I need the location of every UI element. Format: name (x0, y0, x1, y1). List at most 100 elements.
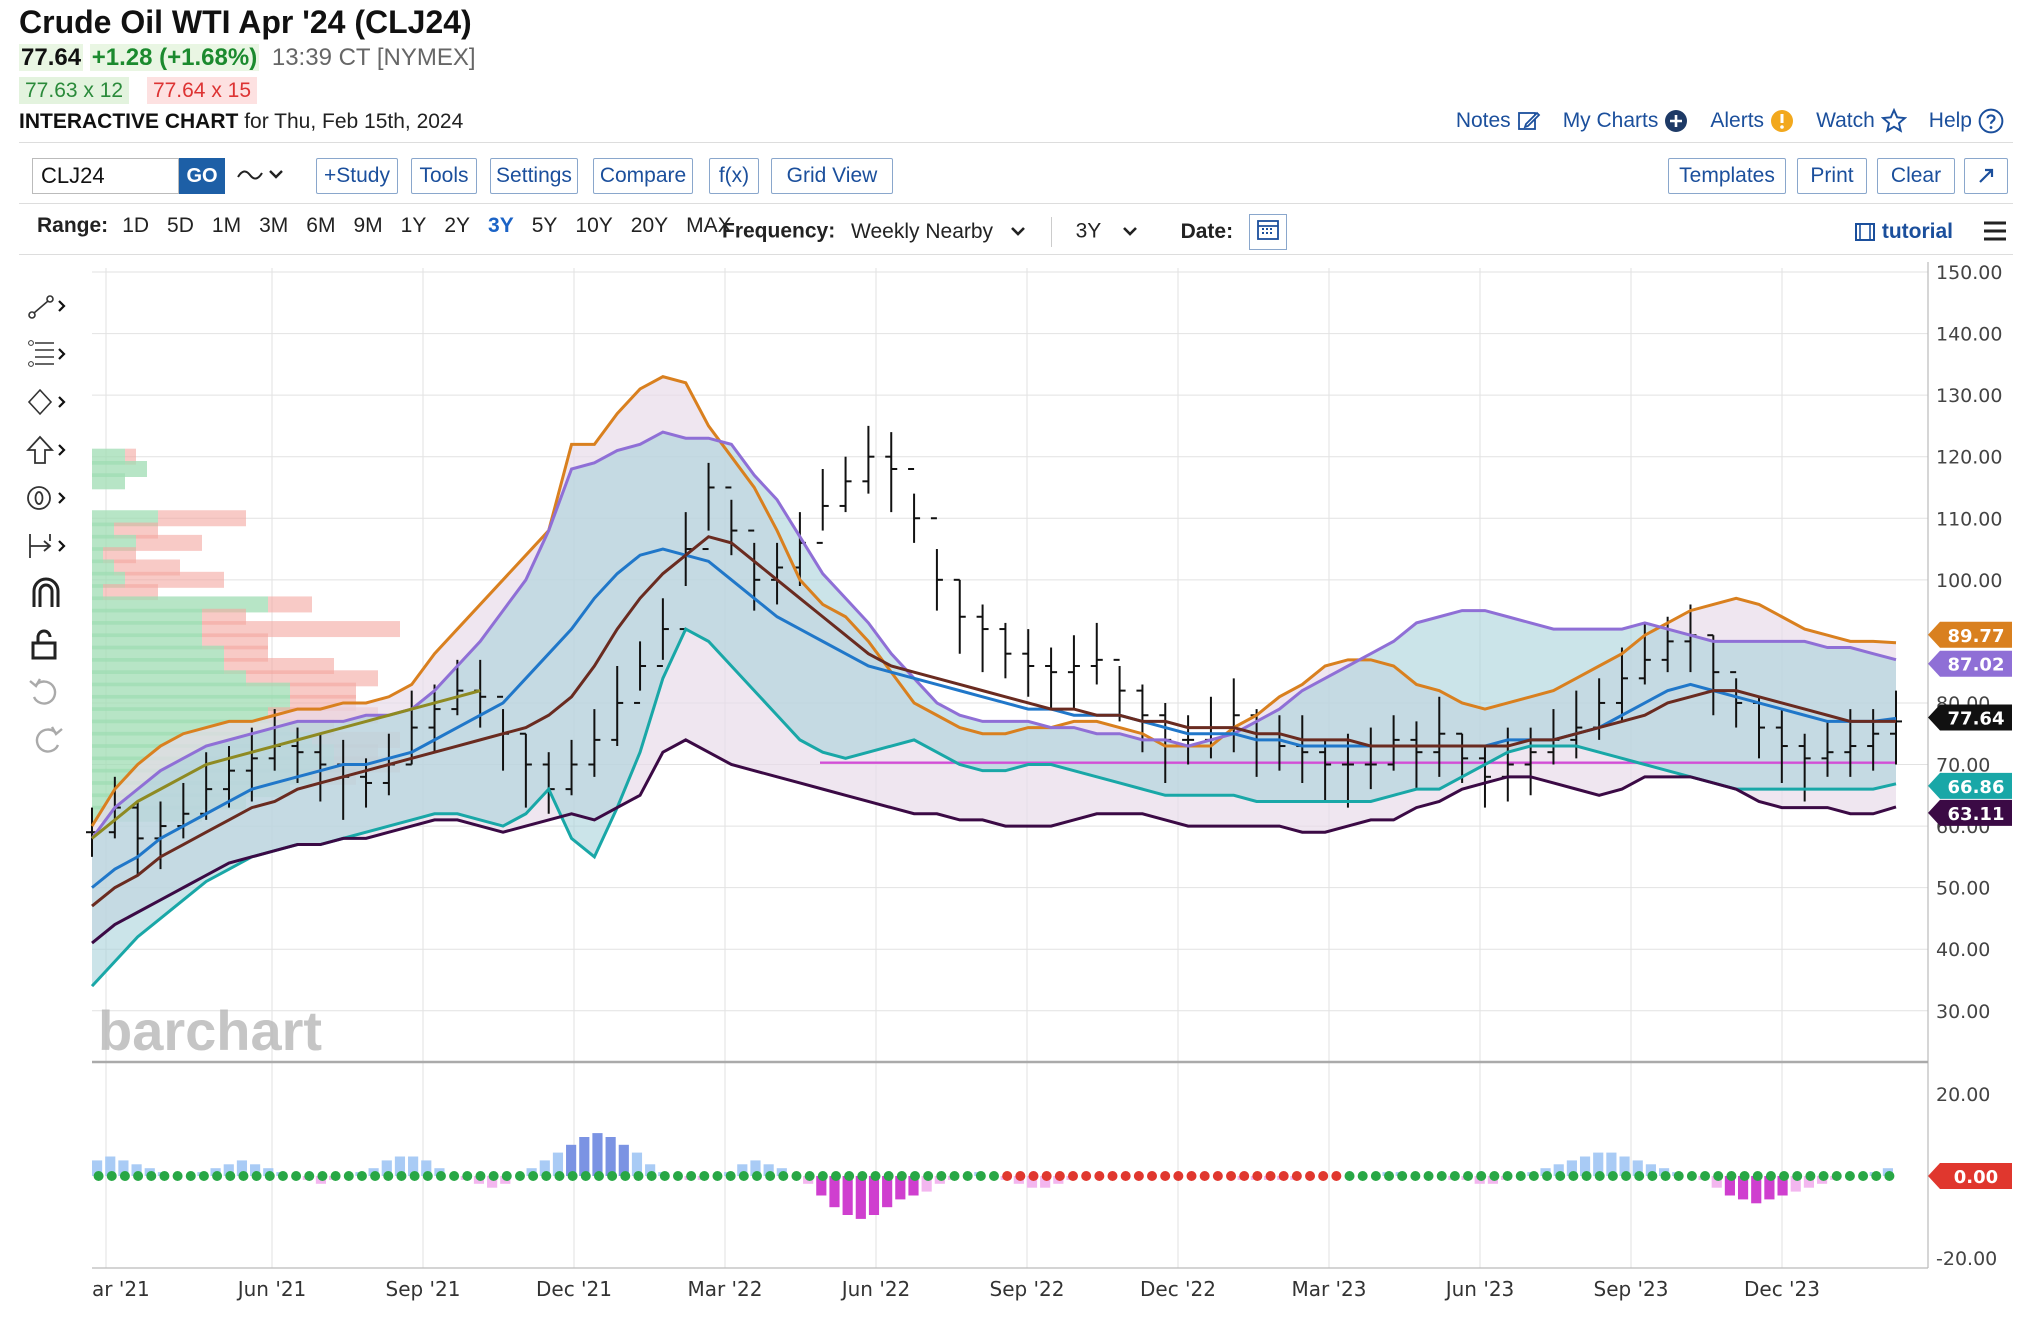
fib-tool[interactable] (26, 334, 66, 374)
oscillator-dot (567, 1171, 578, 1181)
oscillator-dot (1436, 1171, 1447, 1181)
templates-button[interactable]: Templates (1668, 158, 1786, 194)
divider (19, 142, 2013, 143)
oscillator-dot (1792, 1171, 1803, 1181)
y-tick-label: 70.00 (1936, 755, 1990, 777)
oscillator-dot (1779, 1171, 1790, 1181)
oscillator-dot (1186, 1171, 1197, 1181)
range-6m[interactable]: 6M (306, 214, 336, 237)
study-button[interactable]: +Study (316, 158, 398, 194)
oscillator-dot (1739, 1171, 1750, 1181)
volume-buy-bar (92, 473, 125, 490)
lock-tool[interactable] (26, 624, 66, 664)
volume-buy-bar (92, 510, 158, 527)
trendline-tool[interactable] (26, 286, 66, 326)
oscillator-dot (804, 1171, 815, 1181)
range-label: Range: (37, 214, 109, 237)
oscillator-dot (93, 1171, 104, 1181)
oscillator-dot (1384, 1171, 1395, 1181)
range-2y[interactable]: 2Y (444, 214, 471, 237)
chevron-down-icon (1010, 226, 1025, 236)
tutorial-link[interactable]: tutorial (1854, 220, 1953, 244)
annotation-tool[interactable] (26, 478, 66, 518)
range-1d[interactable]: 1D (122, 214, 150, 237)
period-select[interactable]: 3Y (1075, 219, 1101, 243)
oscillator-dot (778, 1171, 789, 1181)
oscillator-dot (383, 1171, 394, 1181)
lower-keltner-line (90, 626, 1897, 988)
oscillator-bar (236, 1160, 248, 1176)
interactive-chart-heading: INTERACTIVE CHART for Thu, Feb 15th, 202… (19, 110, 463, 134)
volume-sell-bar (202, 633, 268, 650)
x-tick-label: Jun '23 (1444, 1277, 1515, 1301)
volume-sell-bar (224, 645, 268, 662)
oscillator-bar (750, 1160, 761, 1176)
oscillator-dot (1581, 1171, 1592, 1181)
range-1y[interactable]: 1Y (400, 214, 427, 237)
oscillator-dot (541, 1171, 552, 1181)
range-10y[interactable]: 10Y (575, 214, 613, 237)
divider (19, 254, 2013, 255)
settings-button[interactable]: Settings (490, 158, 578, 194)
symbol-input[interactable]: CLJ24 (32, 158, 179, 194)
range-5d[interactable]: 5D (167, 214, 194, 237)
oscillator-dot (198, 1171, 209, 1181)
oscillator-bar (829, 1176, 840, 1208)
menu-button[interactable] (1982, 220, 2008, 247)
frequency-select[interactable]: Weekly Nearby (851, 219, 994, 243)
frequency-control: Frequency: Weekly Nearby 3Y Date: (722, 214, 1287, 250)
undo-button[interactable] (26, 672, 66, 712)
oscillator-dot (501, 1171, 512, 1181)
range-9m[interactable]: 9M (353, 214, 383, 237)
x-tick-label: Dec '23 (1744, 1277, 1820, 1301)
volume-buy-bar (92, 522, 114, 539)
range-max[interactable]: MAX (686, 214, 732, 237)
oscillator-dot (1449, 1171, 1460, 1181)
x-tick-label: Mar '23 (1291, 1277, 1366, 1301)
oscillator-dot (830, 1171, 841, 1181)
chart-type-dropdown[interactable] (236, 163, 288, 192)
redo-button[interactable] (26, 720, 66, 760)
watch-link[interactable]: Watch (1816, 108, 1907, 134)
oscillator-dot (1423, 1171, 1434, 1181)
range-5y[interactable]: 5Y (531, 214, 558, 237)
grid-view-button[interactable]: Grid View (771, 158, 893, 194)
value-label-bg (1928, 799, 2012, 826)
oscillator-dot (133, 1171, 144, 1181)
oscillator-dot (1765, 1171, 1776, 1181)
arrow-tool[interactable] (26, 430, 66, 470)
range-3y[interactable]: 3Y (488, 214, 514, 237)
shape-tool[interactable] (26, 382, 66, 422)
notes-link[interactable]: Notes (1456, 109, 1541, 133)
compare-button[interactable]: Compare (593, 158, 693, 194)
measure-tool[interactable] (26, 526, 66, 566)
magnet-tool[interactable] (26, 574, 66, 614)
my-charts-link[interactable]: My Charts (1563, 109, 1689, 133)
range-1m[interactable]: 1M (211, 214, 242, 237)
range-3m[interactable]: 3M (259, 214, 289, 237)
tools-button[interactable]: Tools (411, 158, 477, 194)
print-button[interactable]: Print (1797, 158, 1867, 194)
date-picker[interactable] (1248, 214, 1287, 250)
volume-buy-bar (92, 608, 202, 625)
volume-sell-bar (202, 608, 246, 625)
go-button[interactable]: GO (179, 158, 225, 194)
y-tick-label: 50.00 (1936, 878, 1990, 900)
alerts-link[interactable]: Alerts (1710, 109, 1794, 133)
fx-button[interactable]: f(x) (709, 158, 759, 194)
value-label: 77.64 (1948, 708, 2005, 729)
fullscreen-button[interactable] (1964, 158, 2008, 194)
volume-buy-bar (92, 571, 125, 588)
x-tick-label: Mar '22 (687, 1277, 762, 1301)
oscillator-bar (645, 1164, 656, 1176)
clear-button[interactable]: Clear (1877, 158, 1955, 194)
oscillator-dot (975, 1171, 986, 1181)
unlock-icon (31, 629, 57, 660)
oscillator-bar (895, 1176, 906, 1200)
range-20y[interactable]: 20Y (630, 214, 669, 237)
y-tick-label: 120.00 (1936, 447, 2002, 469)
help-link[interactable]: Help (1929, 108, 2004, 134)
x-tick-label: Jun '21 (236, 1277, 307, 1301)
oscillator-dot (791, 1171, 802, 1181)
